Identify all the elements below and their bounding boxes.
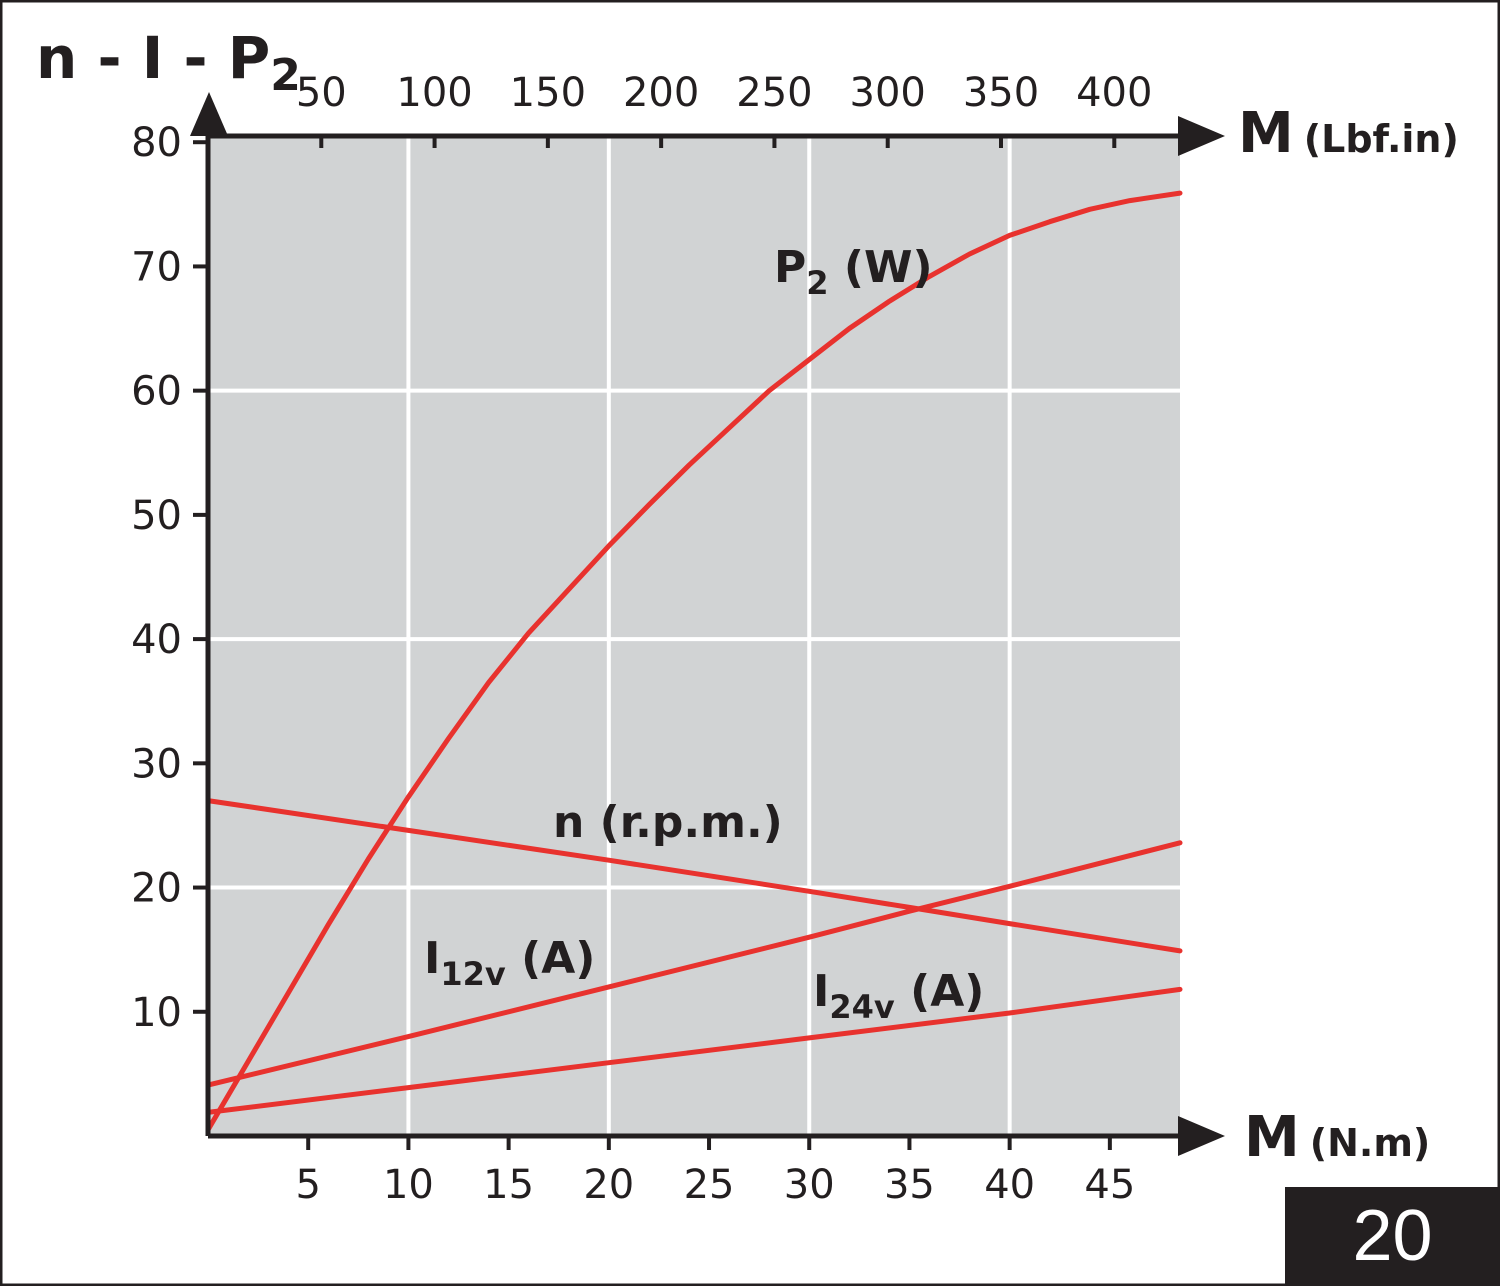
x-tick-label: 25 bbox=[684, 1162, 735, 1208]
x-tick-label: 5 bbox=[295, 1162, 320, 1208]
x2-tick-label: 400 bbox=[1076, 70, 1152, 116]
y-tick-label: 40 bbox=[131, 617, 182, 663]
x-axis-arrow bbox=[1178, 1116, 1225, 1156]
x-tick-label: 35 bbox=[884, 1162, 935, 1208]
x-tick-label: 15 bbox=[483, 1162, 534, 1208]
y-tick-label: 60 bbox=[131, 369, 182, 415]
x-tick-label: 30 bbox=[784, 1162, 835, 1208]
figure-number-badge: 20 bbox=[1285, 1187, 1500, 1286]
series-line-3 bbox=[205, 986, 1183, 1115]
y-tick-label: 10 bbox=[131, 990, 182, 1036]
x2-axis-title: M (Lbf.in) bbox=[1238, 101, 1459, 166]
series-label-p2: P2 (W) bbox=[774, 242, 933, 302]
x-tick-label: 10 bbox=[383, 1162, 434, 1208]
y-tick-label: 80 bbox=[131, 120, 182, 166]
y-tick-label: 20 bbox=[131, 866, 182, 912]
x2-tick-label: 250 bbox=[736, 70, 812, 116]
y-axis-arrow bbox=[190, 92, 228, 136]
plot-background bbox=[208, 136, 1180, 1136]
x2-axis-arrow bbox=[1178, 116, 1225, 156]
grid-lines bbox=[208, 136, 1180, 1136]
y-tick-label: 30 bbox=[131, 741, 182, 787]
y-tick-label: 70 bbox=[131, 244, 182, 290]
x-tick-label: 40 bbox=[984, 1162, 1035, 1208]
x2-tick-label: 300 bbox=[850, 70, 926, 116]
series-line-1 bbox=[205, 798, 1183, 954]
series-label-n: n (r.p.m.) bbox=[553, 797, 783, 848]
x-tick-label: 45 bbox=[1084, 1162, 1135, 1208]
axes bbox=[190, 92, 1225, 1156]
x2-tick-label: 150 bbox=[510, 70, 586, 116]
x-tick-label: 20 bbox=[583, 1162, 634, 1208]
series-layer bbox=[205, 190, 1183, 1133]
series-label-i12v: I12v (A) bbox=[424, 933, 595, 993]
series-line-0 bbox=[205, 190, 1183, 1133]
chart-title: n - I - P2 bbox=[36, 24, 301, 101]
series-label-i24v: I24v (A) bbox=[813, 966, 984, 1026]
x2-tick-label: 100 bbox=[396, 70, 472, 116]
y-tick-label: 50 bbox=[131, 493, 182, 539]
tick-marks bbox=[193, 136, 1117, 1150]
x-axis-title: M (N.m) bbox=[1244, 1105, 1430, 1170]
x2-tick-label: 350 bbox=[963, 70, 1039, 116]
x2-tick-label: 200 bbox=[623, 70, 699, 116]
tick-labels: 5 10 15 20 25 30 35 40 45 50 100 150 200 250 300 350 400… bbox=[131, 70, 1152, 1208]
x2-tick-label: 50 bbox=[296, 70, 347, 116]
series-line-2 bbox=[205, 840, 1183, 1088]
